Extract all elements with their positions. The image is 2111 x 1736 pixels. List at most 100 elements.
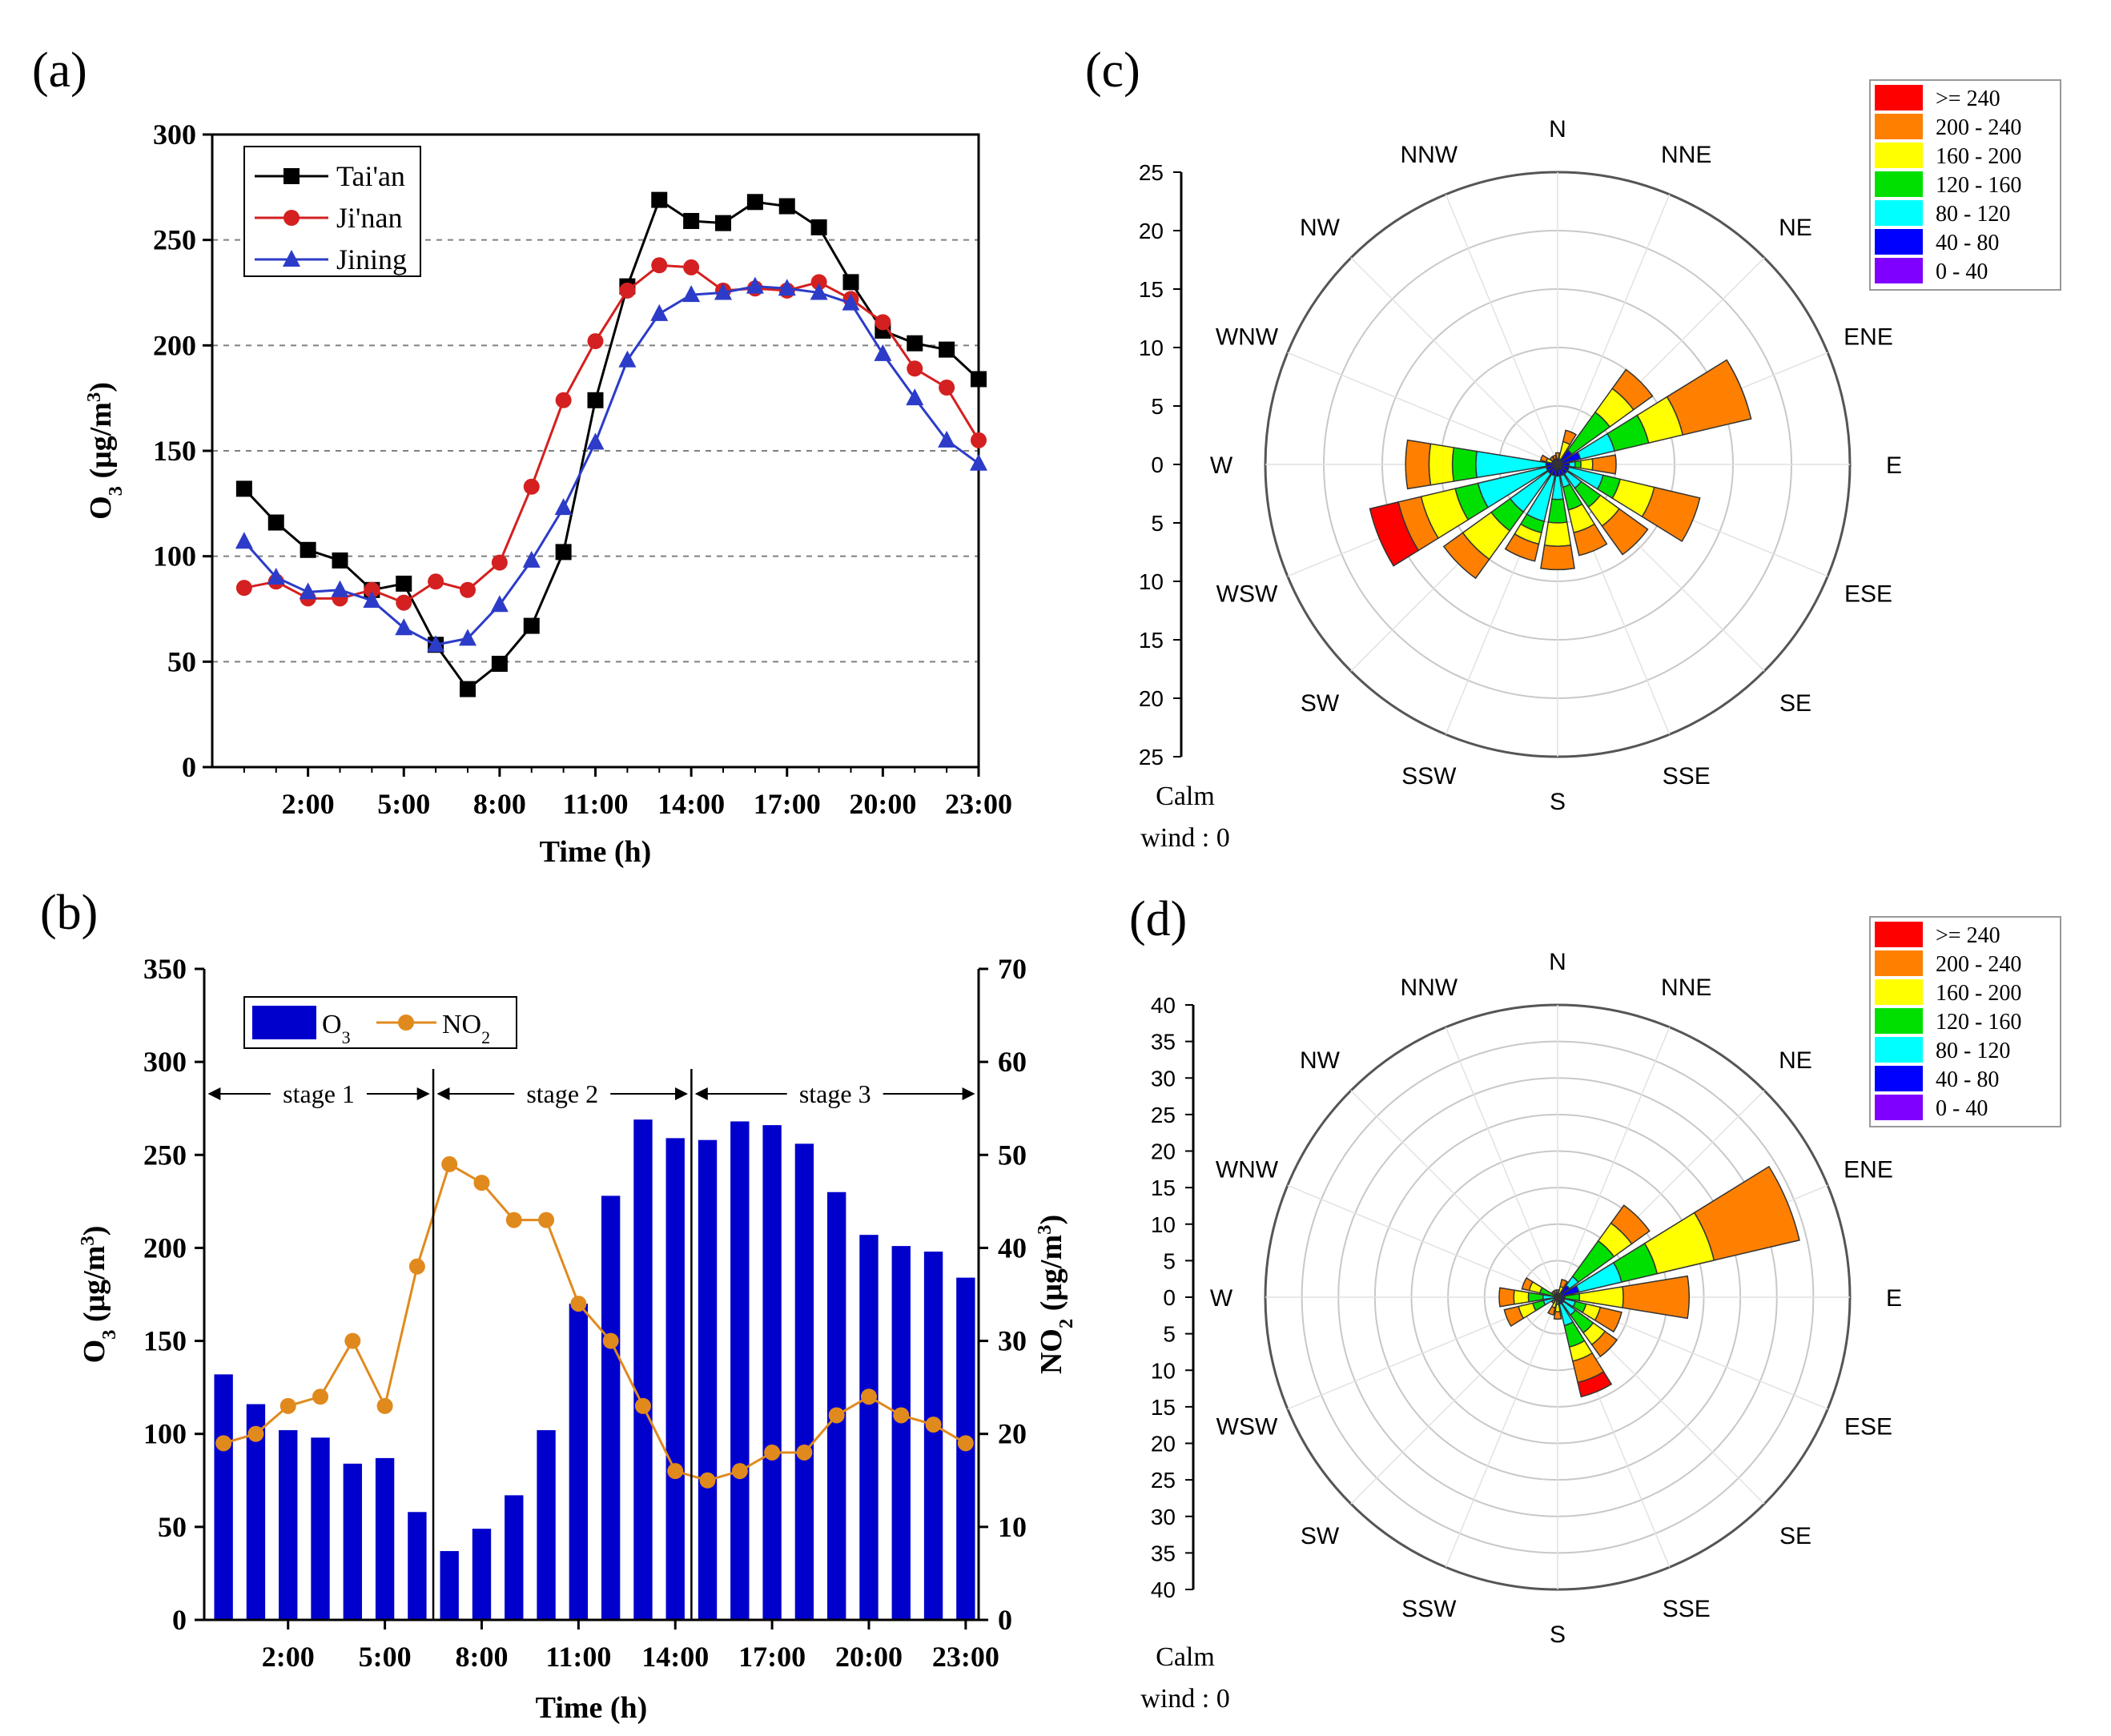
- panel-label-d: (d): [1129, 892, 1187, 946]
- panel-label-a: (a): [32, 43, 87, 98]
- legend-label: 200 - 240: [1936, 952, 2021, 977]
- legend-label: Tai'an: [336, 160, 405, 192]
- data-point-jinan: [907, 360, 923, 377]
- x-tick-label-a: 23:00: [945, 788, 1012, 820]
- data-point-jinan: [396, 594, 412, 611]
- series-line-jining: [243, 285, 979, 646]
- y-tick-label-a: 150: [153, 435, 196, 467]
- petal-sse: [1573, 523, 1608, 557]
- data-point-jining: [522, 550, 541, 568]
- data-point-jining: [714, 283, 732, 300]
- data-point-taian: [491, 655, 508, 672]
- radial-tick-label: 10: [1151, 1358, 1176, 1383]
- direction-label-ssw: SSW: [1401, 763, 1457, 790]
- o3-bar: [633, 1119, 653, 1620]
- direction-label-wnw: WNW: [1216, 323, 1279, 350]
- legend-swatch: [1875, 229, 1923, 255]
- direction-label-e: E: [1886, 1285, 1902, 1312]
- data-point-jinan: [651, 257, 668, 274]
- radial-tick-label: 5: [1163, 1322, 1176, 1347]
- legend-swatch: [1875, 979, 1923, 1005]
- radial-tick-label: 15: [1151, 1175, 1176, 1200]
- data-point-jinan: [428, 573, 444, 590]
- direction-label-nne: NNE: [1661, 974, 1711, 1001]
- legend-no2-sub: 2: [481, 1027, 490, 1047]
- data-point-jining: [459, 629, 476, 646]
- legend-label: >= 240: [1936, 86, 2000, 111]
- data-point-jining: [235, 532, 253, 549]
- x-tick-label-a: 14:00: [657, 788, 725, 820]
- petal-e: [1591, 454, 1617, 475]
- o3-bar: [343, 1463, 362, 1620]
- direction-label-ne: NE: [1779, 215, 1812, 241]
- y-axis-label-right-b: NO2 (μg/m3): [1034, 1215, 1077, 1374]
- data-point-jining: [363, 590, 381, 608]
- data-point-taian: [907, 335, 923, 352]
- y-axis-label-a-unit: (μg/m: [84, 402, 118, 486]
- data-point-jining: [682, 285, 701, 303]
- no2-line: [223, 1162, 967, 1482]
- calm-label: Calm: [1156, 1642, 1215, 1672]
- radial-tick-label: 35: [1151, 1541, 1176, 1565]
- y-axis-label-b: O3 (μg/m3): [77, 1226, 120, 1364]
- legend-label: 120 - 160: [1936, 1010, 2021, 1035]
- petal-w: [1527, 1292, 1544, 1303]
- radial-tick-label: 25: [1151, 1468, 1176, 1493]
- legend-b: O3 NO2: [243, 996, 517, 1049]
- legend-swatch: [1875, 200, 1923, 226]
- y-axis-label-a-main: O: [84, 496, 118, 520]
- x-tick-label-a: 20:00: [849, 788, 916, 820]
- data-point-jinan: [619, 282, 636, 299]
- no2-point: [860, 1388, 877, 1405]
- direction-label-sse: SSE: [1663, 763, 1711, 790]
- chart-d-windrose: N NNE NE ENE E ESE SE SSE S SSW SW WSW W WNW NW NNW 40 35…: [1140, 916, 2061, 1714]
- petal-se: [1601, 508, 1649, 556]
- legend-swatch: [1875, 950, 1923, 976]
- data-point-taian: [300, 541, 316, 558]
- x-axis-label-b: Time (h): [536, 1691, 648, 1725]
- no2-point: [570, 1296, 587, 1312]
- data-point-jining: [395, 618, 413, 636]
- y-tick-label-b: 100: [143, 1418, 187, 1450]
- radial-tick-label: 0: [1163, 1285, 1176, 1310]
- x-tick-label-b: 20:00: [835, 1641, 903, 1673]
- stage-label: stage 2: [526, 1079, 598, 1108]
- petal-e: [1574, 460, 1582, 469]
- radial-tick-label: 25: [1139, 160, 1164, 185]
- legend-swatch: [1875, 1095, 1923, 1120]
- rose-spoke: [1445, 1027, 1558, 1298]
- y-tick-label-right-b: 50: [998, 1139, 1027, 1171]
- chart-c-windrose: N NNE NE ENE E ESE SE SSE S SSW SW WSW W WNW NW NNW 25 20…: [1139, 79, 2061, 853]
- rose-spoke: [1557, 194, 1671, 465]
- o3-bar: [279, 1430, 298, 1620]
- legend-label: 120 - 160: [1936, 173, 2021, 198]
- data-point-jinan: [555, 392, 572, 408]
- data-point-jinan: [683, 259, 700, 275]
- data-point-taian: [715, 215, 731, 231]
- legend-label: 80 - 120: [1936, 1039, 2010, 1063]
- y-axis-label-a-close: ): [84, 382, 118, 392]
- legend-swatch: [1875, 171, 1923, 197]
- calm-label: Calm: [1156, 782, 1215, 811]
- no2-point: [279, 1397, 296, 1414]
- legend-label: 0 - 40: [1936, 1096, 1988, 1121]
- rose-spoke: [1557, 1027, 1671, 1298]
- radial-tick-label: 40: [1151, 1577, 1176, 1602]
- petal-s: [1547, 498, 1568, 524]
- legend-swatch: [1875, 85, 1923, 111]
- no2-point: [796, 1444, 813, 1461]
- y-tick-label-right-b: 60: [998, 1046, 1027, 1078]
- y-tick-label-a: 250: [153, 224, 196, 256]
- data-point-taian: [587, 392, 604, 408]
- o3-bar: [665, 1138, 685, 1620]
- direction-label-wnw: WNW: [1216, 1156, 1279, 1183]
- y-tick-label-right-b: 0: [998, 1604, 1012, 1636]
- y-axis-label-a-sub: 3: [105, 486, 127, 496]
- o3-bar: [440, 1551, 459, 1620]
- petal-sw: [1442, 532, 1490, 580]
- y-tick-label-right-b: 70: [998, 953, 1027, 985]
- petal-wsw: [1369, 501, 1420, 567]
- legend-windrose: >= 240 200 - 240 160 - 200 120 - 160 80 - 12…: [1869, 916, 2061, 1127]
- x-tick-label-b: 8:00: [455, 1641, 508, 1673]
